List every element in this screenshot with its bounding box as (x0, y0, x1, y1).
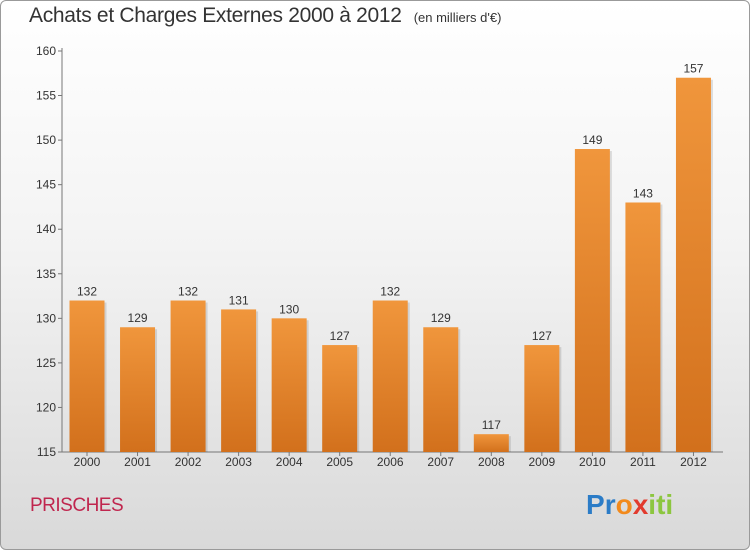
data-label: 157 (683, 62, 703, 76)
commune-name: PRISCHES (30, 495, 124, 516)
y-tick-label: 150 (36, 133, 56, 147)
logo-letter: t (656, 489, 666, 520)
bar (625, 202, 661, 452)
bar (69, 300, 105, 452)
x-tick-label: 2010 (579, 455, 606, 469)
bar (271, 318, 307, 452)
x-tick-label: 2003 (225, 455, 252, 469)
bar (221, 309, 257, 452)
x-tick-label: 2006 (377, 455, 404, 469)
logo-letter: P (586, 489, 605, 520)
data-label: 143 (633, 186, 653, 200)
x-tick-label: 2000 (74, 455, 101, 469)
x-tick-label: 2011 (630, 455, 656, 469)
data-label: 132 (77, 285, 97, 299)
proxiti-logo: Proxiti (586, 489, 673, 521)
x-tick-label: 2002 (175, 455, 202, 469)
x-tick-label: 2007 (427, 455, 454, 469)
y-tick-label: 135 (36, 267, 56, 281)
chart-subtitle: (en milliers d'€) (413, 10, 502, 25)
logo-letter: i (665, 489, 674, 520)
data-label: 129 (431, 311, 451, 325)
bar (120, 327, 156, 452)
data-label: 132 (178, 285, 198, 299)
logo-letter: r (604, 489, 616, 520)
bar (524, 345, 560, 452)
x-tick-label: 2008 (478, 455, 505, 469)
bar (170, 300, 206, 452)
data-label: 131 (229, 293, 249, 307)
y-tick-label: 125 (36, 356, 56, 370)
x-tick-label: 2001 (124, 455, 151, 469)
bar (473, 434, 509, 452)
x-tick-label: 2009 (528, 455, 555, 469)
y-tick-label: 120 (36, 400, 56, 414)
data-label: 130 (279, 302, 299, 316)
x-tick-label: 2005 (326, 455, 353, 469)
logo-letter: x (632, 489, 649, 520)
title-row: Achats et Charges Externes 2000 à 2012 (e… (29, 4, 501, 28)
y-tick-label: 145 (36, 178, 56, 192)
bar (574, 149, 610, 452)
logo-letter: o (615, 489, 633, 520)
data-label: 127 (532, 329, 552, 343)
y-tick-label: 155 (36, 89, 56, 103)
y-tick-label: 130 (36, 311, 56, 325)
bar (675, 77, 711, 452)
logo-letter: i (648, 489, 657, 520)
data-label: 132 (380, 285, 400, 299)
chart-title: Achats et Charges Externes 2000 à 2012 (29, 4, 402, 27)
bar (423, 327, 459, 452)
data-label: 129 (128, 311, 148, 325)
bar (322, 345, 358, 452)
y-tick-label: 140 (36, 222, 56, 236)
y-tick-label: 160 (36, 44, 56, 58)
data-label: 117 (482, 418, 501, 432)
y-tick-label: 115 (37, 445, 56, 459)
x-tick-label: 2004 (276, 455, 303, 469)
x-tick-label: 2012 (680, 455, 707, 469)
data-label: 149 (582, 133, 602, 147)
bar (372, 300, 408, 452)
data-label: 127 (330, 329, 350, 343)
